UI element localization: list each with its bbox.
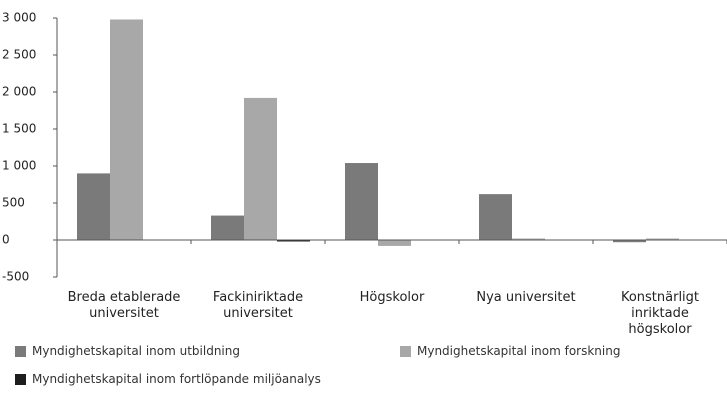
bar [646,238,679,240]
y-tick-label: 2 500 [2,48,36,62]
legend-label: Myndighetskapital inom utbildning [32,344,240,358]
bar [244,97,277,240]
y-tick-label: 500 [2,196,25,210]
x-tick-label: Nya universitet [476,290,576,305]
bar [378,240,411,246]
legend-label: Myndighetskapital inom fortlöpande miljö… [32,372,321,386]
y-tick-label: 1 500 [2,122,36,136]
x-tick-label: Högskolor [359,290,425,305]
bar [512,238,545,240]
y-tick-label: 3 000 [2,11,36,25]
x-tick-label: Konstnärligt inriktade högskolor [620,290,700,337]
legend-swatch [15,373,26,385]
legend-item: Myndighetskapital inom forskning [400,344,620,358]
x-tick-label: Fackiniriktade universitet [212,290,304,321]
bar [479,194,512,240]
bar [613,240,646,243]
bar [345,163,378,240]
y-tick-label: 0 [2,233,10,247]
y-tick-label: 1 000 [2,159,36,173]
bar [77,173,110,240]
legend-item: Myndighetskapital inom fortlöpande miljö… [15,372,321,386]
bar [277,240,310,242]
legend-item: Myndighetskapital inom utbildning [15,344,240,358]
bar [110,19,143,241]
y-tick-label: -500 [2,270,29,284]
x-tick-label: Breda etablerade universitet [67,290,181,321]
legend-swatch [400,345,411,357]
y-tick-label: 2 000 [2,85,36,99]
legend-label: Myndighetskapital inom forskning [417,344,621,358]
bar [211,215,244,240]
legend-swatch [15,345,26,357]
